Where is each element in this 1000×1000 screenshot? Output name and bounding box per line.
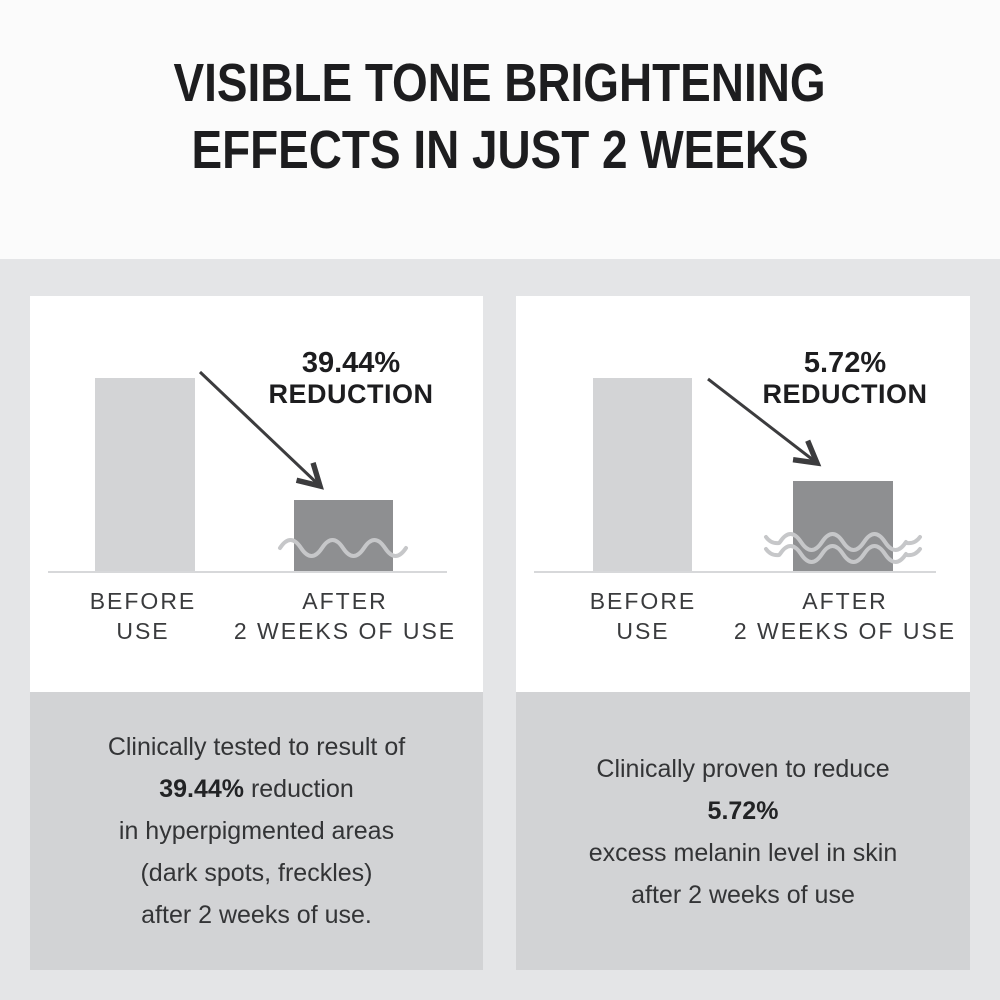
reduction-value: 5.72%: [803, 347, 887, 379]
chart-canvas: [534, 377, 936, 573]
page-title: VISIBLE TONE BRIGHTENING EFFECTS IN JUST…: [0, 0, 1000, 259]
bar-chart-hyperpigmentation: 39.44% REDUCTION BEFORE USE AFTER 2 WEEK…: [30, 296, 483, 692]
reduction-label: REDUCTION: [762, 379, 928, 409]
caption-line: (dark spots, freckles): [140, 859, 373, 887]
reduction-annotation: 39.44% REDUCTION: [261, 348, 441, 410]
reduction-annotation: 5.72% REDUCTION: [755, 348, 935, 410]
caption-line: after 2 weeks of use.: [141, 901, 372, 929]
axis-break-squiggle-2: [778, 544, 908, 564]
bar-after-use: [793, 481, 893, 572]
bar-after-use: [294, 500, 393, 572]
bar-chart-melanin: 5.72% REDUCTION BEFORE USE AFTER 2 WEEKS…: [516, 296, 970, 692]
axis-break-squiggle: [278, 538, 408, 558]
caption-line: after 2 weeks of use: [631, 881, 855, 909]
bar-before-use: [593, 378, 692, 572]
caption-line: 39.44% reduction: [159, 775, 354, 803]
panel-hyperpigmentation: 39.44% REDUCTION BEFORE USE AFTER 2 WEEK…: [30, 296, 483, 970]
x-label-after: AFTER 2 WEEKS OF USE: [233, 588, 457, 644]
caption-hyperpigmentation: Clinically tested to result of 39.44% red…: [30, 692, 483, 970]
reduction-value: 39.44%: [301, 347, 401, 379]
caption-line: excess melanin level in skin: [588, 839, 898, 867]
chart-canvas: [48, 370, 447, 573]
caption-line: 5.72%: [707, 797, 779, 825]
x-label-after: AFTER 2 WEEKS OF USE: [733, 588, 957, 644]
reduction-arrow: [198, 370, 324, 490]
reduction-label: REDUCTION: [268, 379, 434, 409]
caption-line: in hyperpigmented areas: [118, 817, 395, 845]
x-label-before: BEFORE USE: [589, 588, 697, 644]
caption-melanin: Clinically proven to reduce 5.72% excess m…: [516, 692, 970, 970]
page-title-line2: EFFECTS IN JUST 2 WEEKS: [191, 120, 809, 180]
axis-break-squiggle-1: [778, 532, 908, 552]
caption-line: Clinically tested to result of: [107, 733, 406, 761]
caption-line: Clinically proven to reduce: [596, 755, 890, 783]
panel-melanin: 5.72% REDUCTION BEFORE USE AFTER 2 WEEKS…: [516, 296, 970, 970]
x-label-before: BEFORE USE: [89, 588, 197, 644]
squiggle-end-hooks: [764, 535, 922, 558]
reduction-arrow: [707, 377, 822, 467]
bar-before-use: [95, 378, 195, 572]
page-title-line1: VISIBLE TONE BRIGHTENING: [173, 53, 827, 113]
